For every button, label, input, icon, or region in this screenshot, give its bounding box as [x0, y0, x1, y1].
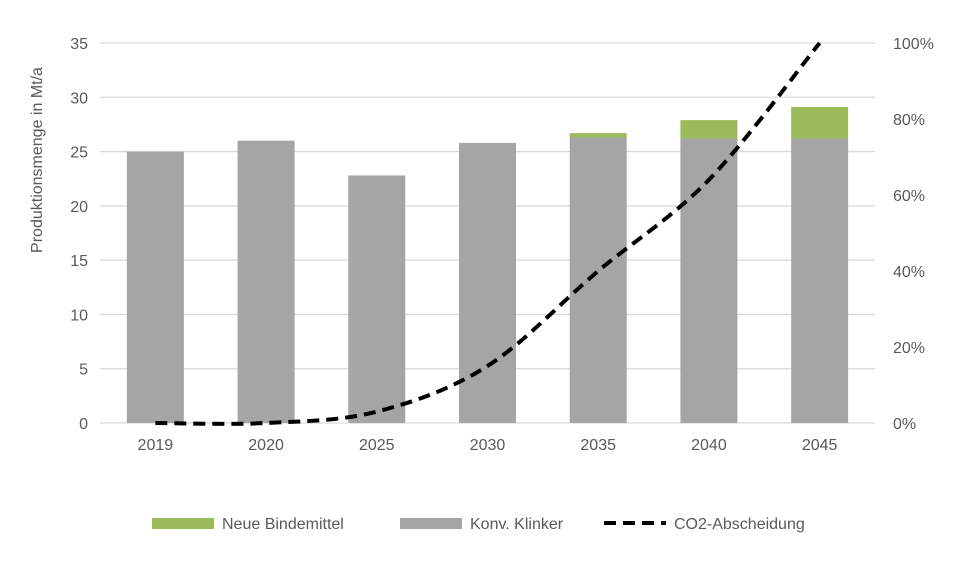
y-tick-label: 25: [70, 145, 88, 162]
x-tick-label: 2030: [470, 437, 506, 454]
line-co2-abscheidung: [155, 41, 822, 426]
bar-neue-bindemittel: [680, 120, 738, 139]
y-tick-label: 30: [70, 90, 88, 107]
y2-tick-label: 60%: [893, 188, 925, 205]
y-tick-label: 15: [70, 253, 88, 270]
bar-neue-bindemittel: [569, 133, 627, 138]
legend-swatch: [400, 518, 462, 529]
y2-tick-label: 20%: [893, 340, 925, 357]
bar-konv-klinker: [791, 138, 849, 424]
x-tick-label: 2045: [802, 437, 838, 454]
y-tick-label: 5: [79, 362, 88, 379]
x-tick-label: 2025: [359, 437, 395, 454]
y-tick-label: 0: [79, 416, 88, 433]
y2-tick-label: 40%: [893, 264, 925, 281]
y2-tick-label: 80%: [893, 112, 925, 129]
legend-swatch: [152, 518, 214, 529]
bar-konv-klinker: [126, 151, 184, 424]
legend-label: Konv. Klinker: [470, 516, 564, 533]
x-tick-label: 2020: [248, 437, 284, 454]
y-tick-label: 10: [70, 307, 88, 324]
y-axis-label: Produktionsmenge in Mt/a: [29, 67, 46, 253]
x-tick-label: 2035: [580, 437, 616, 454]
x-tick-label: 2019: [138, 437, 174, 454]
y2-tick-label: 0%: [893, 416, 916, 433]
y-tick-label: 35: [70, 36, 88, 53]
legend-label: CO2-Abscheidung: [674, 516, 805, 533]
x-tick-label: 2040: [691, 437, 727, 454]
bar-konv-klinker: [680, 138, 738, 424]
y-tick-label: 20: [70, 199, 88, 216]
bar-neue-bindemittel: [791, 107, 849, 139]
legend-label: Neue Bindemittel: [222, 516, 344, 533]
bar-konv-klinker: [237, 140, 295, 423]
bar-konv-klinker: [348, 175, 406, 423]
bar-konv-klinker: [459, 142, 516, 423]
bar-konv-klinker: [569, 137, 627, 423]
y2-tick-label: 100%: [893, 36, 934, 53]
